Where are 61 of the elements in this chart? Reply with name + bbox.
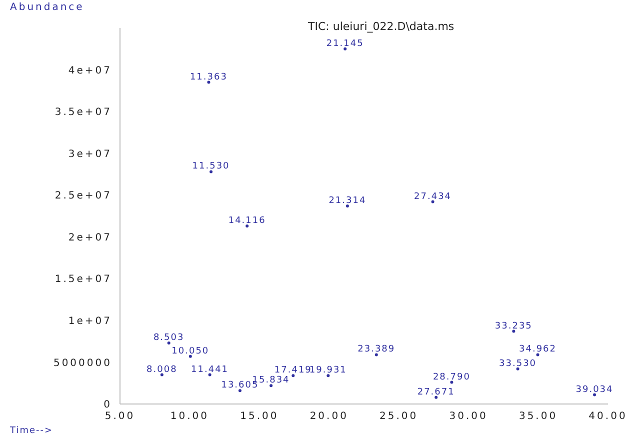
annotation: 21.314 <box>328 196 366 206</box>
x-tick-label: 10.00 <box>170 411 210 422</box>
annotation: 11.363 <box>190 72 228 82</box>
annotation: 11.530 <box>192 162 230 172</box>
annotation: 17.419 <box>274 366 312 376</box>
annotation: 8.503 <box>153 333 184 344</box>
y-tick-label: 2.5e+07 <box>54 190 112 202</box>
point <box>431 200 434 204</box>
annotation: 10.050 <box>172 346 210 356</box>
chart-title: TIC: uleiuri_022.D\data.ms <box>308 20 454 33</box>
x-tick-label: 30.00 <box>449 411 488 422</box>
x-axis-title: Time--> <box>10 426 54 436</box>
y-axis-title: Abundance <box>10 2 84 13</box>
annotation: 27.434 <box>414 192 452 202</box>
annotation: 23.389 <box>358 344 396 355</box>
x-tick-label: 40.00 <box>588 411 628 422</box>
point <box>450 380 454 384</box>
annotation: 11.441 <box>191 364 229 375</box>
point <box>208 373 212 376</box>
annotation: 39.034 <box>576 384 614 395</box>
annotation: 28.790 <box>432 372 470 382</box>
x-tick-label: 35.00 <box>518 411 558 422</box>
point <box>246 224 249 228</box>
y-tick-label: 3e+07 <box>68 148 112 160</box>
annotation: 14.116 <box>228 216 266 226</box>
x-tick-label: 20.00 <box>310 411 348 422</box>
annotation: 33.235 <box>494 321 532 332</box>
y-tick-label: 3.5e+07 <box>54 107 112 118</box>
point <box>593 393 596 396</box>
point <box>160 373 164 376</box>
x-tick-label: 15.00 <box>240 411 279 422</box>
point <box>238 389 242 392</box>
point <box>374 353 378 356</box>
annotation: 19.931 <box>309 366 347 376</box>
point <box>344 47 347 50</box>
y-tick-label: 4e+07 <box>68 65 112 76</box>
y-tick-label: 1.5e+07 <box>54 274 112 286</box>
point <box>326 374 330 378</box>
point <box>346 204 349 208</box>
point <box>516 367 520 370</box>
point <box>512 330 516 333</box>
y-tick-label: 0 <box>104 400 112 411</box>
y-tick-label: 1e+07 <box>68 316 112 327</box>
annotation: 21.145 <box>326 38 364 49</box>
x-tick-label: 25.00 <box>380 411 418 422</box>
point <box>188 354 192 358</box>
y-tick-label: 2e+07 <box>68 232 112 244</box>
point <box>207 80 210 84</box>
annotation: 33.530 <box>499 358 537 369</box>
y-tick-label: 5000000 <box>53 358 112 369</box>
point <box>210 170 213 174</box>
point <box>536 353 540 356</box>
point <box>270 384 273 388</box>
point <box>292 374 295 378</box>
x-tick-label: 5.00 <box>104 411 136 422</box>
point <box>434 396 438 399</box>
annotation: 8.008 <box>146 364 178 375</box>
annotation: 13.605 <box>221 380 259 391</box>
annotation: 27.671 <box>417 387 455 398</box>
point <box>167 342 170 345</box>
annotation: 34.962 <box>519 344 557 355</box>
